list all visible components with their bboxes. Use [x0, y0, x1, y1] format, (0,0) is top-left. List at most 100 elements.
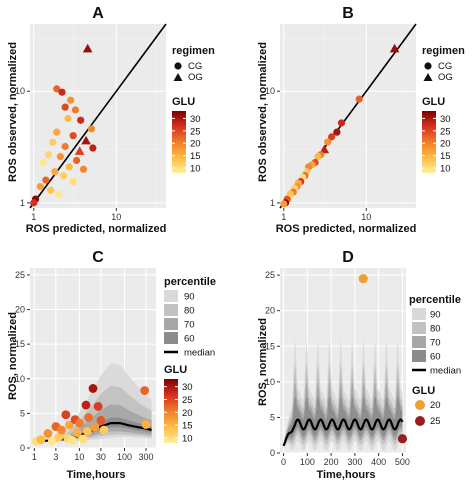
legend-band-swatch-80 — [412, 322, 426, 334]
data-point — [51, 168, 59, 176]
panel-d-legend-glu-25: 25 — [430, 416, 441, 427]
panel-c-legend-percentile-title: percentile — [164, 276, 216, 288]
x-tick-label: 100 — [117, 452, 132, 462]
panel-b-grid — [280, 24, 416, 208]
colorbar-tick-label: 30 — [440, 114, 451, 125]
panel-a-xlabel: ROS predicted, normalized — [26, 223, 167, 235]
panel-d-title: D — [342, 249, 354, 266]
data-point — [47, 436, 57, 446]
colorbar-tick-label: 25 — [190, 126, 201, 137]
colorbar-tick-label: 10 — [440, 164, 451, 175]
panel-b-legend-circle-icon — [424, 62, 432, 70]
colorbar-tick-label: 10 — [182, 433, 193, 444]
x-tick-label: 3 — [53, 452, 58, 462]
panel-b-ticks: 1 10 1 10 — [265, 86, 371, 222]
y-tick-label: 15 — [265, 341, 275, 351]
panel-a-colorbar — [172, 111, 186, 173]
panel-d-ticks: 0 100 200 300 400 500 0 5 10 15 20 25 — [265, 270, 410, 467]
x-tick-label: 1 — [281, 212, 286, 222]
data-point — [140, 386, 150, 395]
colorbar-tick-label: 30 — [182, 382, 193, 393]
x-tick-label: 1 — [32, 452, 37, 462]
colorbar-tick-label: 30 — [190, 114, 201, 125]
y-tick-label: 25 — [15, 270, 25, 280]
panel-d-legend-glu: GLU 20 25 — [412, 385, 441, 427]
data-point — [43, 429, 53, 438]
panel-b-legend-og: OG — [438, 72, 453, 83]
data-point — [355, 95, 363, 103]
panel-b-legend-regimen: regimen CG OG — [422, 45, 465, 83]
panel-a-legend-regimen-title: regimen — [172, 45, 215, 57]
panel-a-ylabel: ROS observed, normalized — [7, 42, 19, 182]
x-tick-label: 10 — [111, 212, 121, 222]
panel-a-legend-circle-icon — [174, 62, 182, 70]
x-tick-label: 200 — [324, 457, 339, 467]
colorbar-tick-label: 15 — [440, 151, 451, 162]
legend-band-label-80: 80 — [430, 324, 441, 335]
legend-band-label-median: median — [184, 348, 215, 359]
y-tick-label: 0 — [270, 448, 275, 458]
panel-b-colorbar — [422, 111, 436, 173]
panel-d-legend-percentile-title: percentile — [409, 294, 461, 306]
median-line — [282, 418, 404, 447]
data-point — [69, 132, 77, 140]
panel-b-legend-cg: CG — [438, 61, 452, 72]
legend-band-label-median: median — [430, 366, 461, 377]
data-point — [75, 418, 84, 428]
panel-c-colorbar — [164, 379, 178, 443]
data-point — [57, 425, 66, 435]
legend-band-label-60: 60 — [430, 352, 441, 363]
data-point — [84, 413, 94, 422]
panel-d-legend-glu-20-swatch — [415, 400, 425, 410]
panel-b-ylabel: ROS observed, normalized — [257, 42, 269, 182]
panel-b-legend-triangle-icon — [423, 73, 433, 81]
x-tick-label: 1 — [31, 212, 36, 222]
data-point — [333, 128, 341, 136]
panel-d-median-line — [282, 418, 404, 447]
colorbar-tick-label: 20 — [190, 139, 201, 150]
y-tick-label: 20 — [15, 305, 25, 315]
panel-b-points — [280, 43, 400, 208]
data-point — [36, 435, 46, 445]
data-point — [68, 435, 77, 445]
data-point — [72, 428, 82, 438]
x-tick-label: 100 — [300, 457, 315, 467]
x-tick-label: 0 — [281, 457, 286, 467]
identity-line — [29, 23, 167, 209]
percentile-band-70 — [34, 404, 152, 442]
data-point — [36, 182, 44, 191]
data-point — [54, 432, 64, 442]
x-tick-label: 500 — [395, 457, 410, 467]
panel-b-legend-glu-title: GLU — [422, 96, 445, 108]
panel-d-ylabel: ROS, normalized — [257, 318, 269, 406]
y-tick-label: 10 — [15, 374, 25, 384]
panel-c-xlabel: Time,hours — [66, 469, 125, 481]
panel-a-legend-triangle-icon — [173, 73, 183, 81]
data-point — [280, 200, 288, 208]
legend-band-label-70: 70 — [430, 338, 441, 349]
data-point — [314, 152, 322, 161]
colorbar-tick-label: 25 — [440, 126, 451, 137]
data-point — [61, 142, 69, 151]
data-point — [39, 158, 47, 167]
data-point-triangle — [81, 135, 91, 145]
colorbar-tick-label: 20 — [440, 139, 451, 150]
y-tick-label: 5 — [270, 412, 275, 422]
panel-c: C ROS, normalized Time,hours 1 3 10 30 100 30… — [7, 249, 216, 481]
data-point — [71, 106, 80, 114]
legend-band-swatch-60 — [412, 350, 426, 362]
colorbar-tick-label: 20 — [182, 408, 193, 419]
data-point — [93, 402, 103, 411]
panel-b-title: B — [342, 5, 354, 22]
x-tick-label: 10 — [361, 212, 371, 222]
panel-d-points — [358, 274, 408, 444]
panel-d-legend-glu-25-swatch — [415, 416, 425, 426]
data-point — [65, 420, 74, 430]
data-point — [30, 199, 38, 207]
y-tick-label: 15 — [15, 339, 25, 349]
colorbar-tick-label: 15 — [190, 151, 201, 162]
